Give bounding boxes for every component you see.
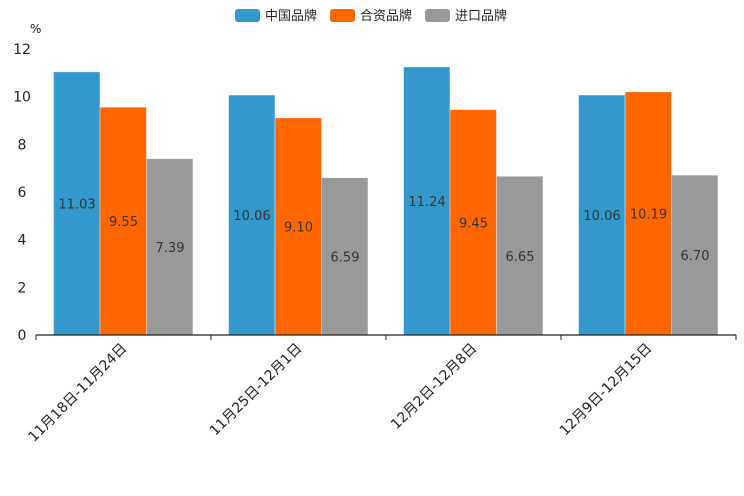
y-tick-label: 4: [18, 233, 27, 249]
y-tick-label: 8: [18, 137, 27, 153]
y-axis-unit-label: %: [30, 22, 41, 36]
bar-1-4: [578, 95, 625, 335]
y-tick-label: 0: [18, 328, 27, 344]
legend-swatch: [235, 9, 260, 22]
bar-1-2: [228, 95, 275, 335]
y-tick-label: 6: [18, 185, 27, 201]
bar-1-3: [403, 67, 450, 335]
data-label: 10.06: [233, 209, 270, 224]
legend-label: 进口品牌: [455, 8, 507, 24]
data-label: 7.39: [156, 241, 185, 256]
data-label: 9.45: [459, 216, 488, 231]
legend-label: 合资品牌: [360, 8, 412, 24]
x-category-label: 12月2日-12月8日: [388, 341, 480, 433]
x-category-label: 12月9日-12月15日: [557, 341, 656, 440]
legend-swatch: [425, 9, 450, 22]
x-axis: 11月18日-11月24日 11月25日-12月1日 12月2日-12月8日 12月9…: [25, 334, 737, 446]
data-label: 6.59: [331, 250, 360, 265]
bar-2-1: [100, 107, 147, 336]
data-label: 9.10: [284, 221, 313, 236]
legend-swatch: [330, 9, 355, 22]
bar-1-1: [53, 72, 100, 335]
data-label: 6.65: [506, 250, 535, 265]
y-tick-label: 12: [13, 42, 31, 58]
data-label: 11.03: [58, 198, 95, 213]
x-category-label: 11月25日-12月1日: [207, 341, 306, 440]
bar-3-4: [671, 175, 718, 335]
y-tick-label: 10: [13, 90, 31, 106]
data-label: 10.06: [583, 209, 620, 224]
bar-2-3: [450, 109, 497, 336]
bar-3-3: [496, 176, 543, 335]
data-label: 10.19: [630, 208, 667, 223]
data-label: 6.70: [681, 249, 710, 264]
bar-3-2: [321, 177, 368, 335]
bar-3-1: [146, 158, 193, 335]
legend: 中国品牌 合资品牌 进口品牌: [235, 8, 507, 24]
x-category-label: 11月18日-11月24日: [25, 341, 130, 446]
data-label: 11.24: [408, 195, 445, 210]
y-tick-label: 2: [18, 280, 27, 296]
bars: 11.03 10.06 11.24 10.06 9.55 9.10 9.45 10.19 7.3…: [53, 67, 718, 336]
legend-label: 中国品牌: [265, 8, 317, 24]
bar-2-4: [625, 92, 672, 335]
bar-2-2: [275, 118, 322, 335]
data-label: 9.55: [109, 215, 138, 230]
y-axis: 0 2 4 6 8 10 12: [13, 42, 31, 344]
